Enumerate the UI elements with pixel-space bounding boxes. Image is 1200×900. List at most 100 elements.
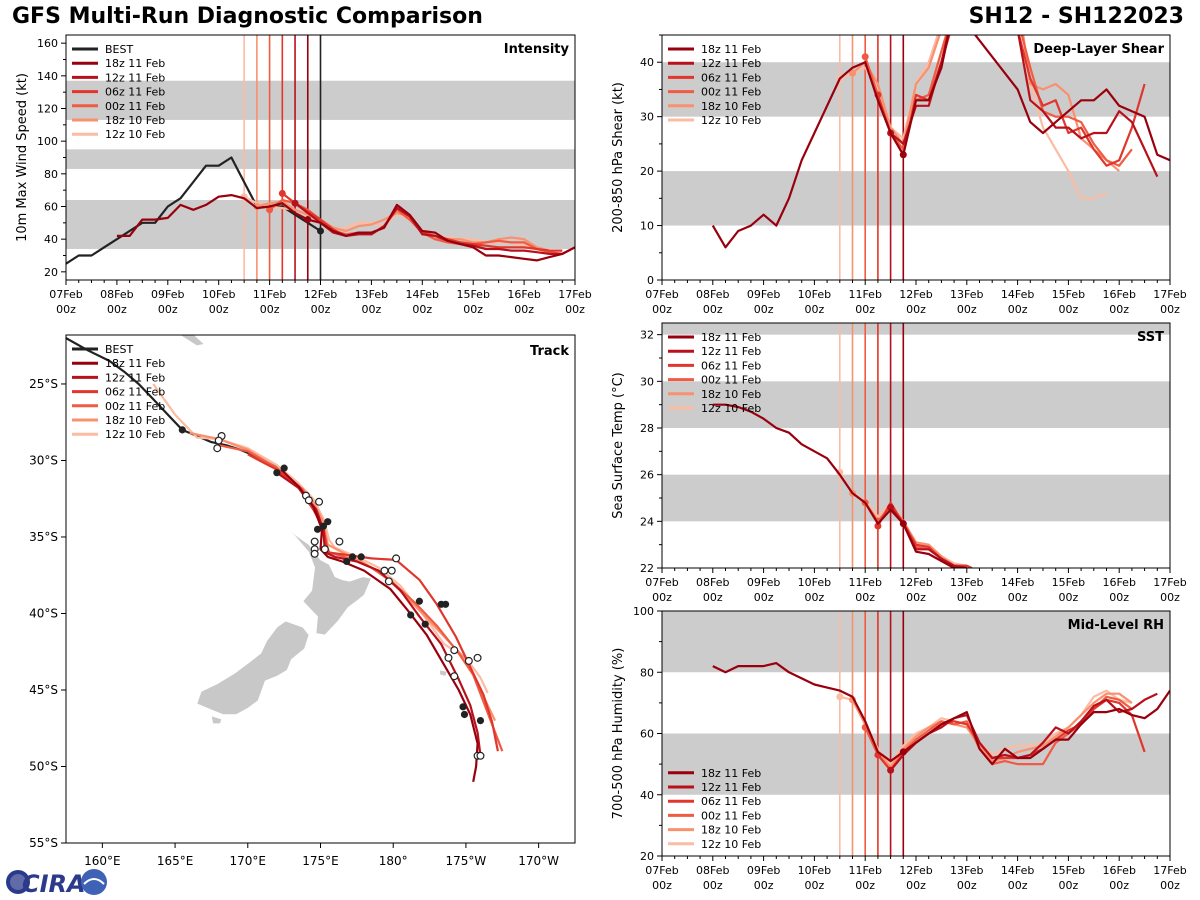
track-point-filled	[357, 553, 365, 561]
track-point-open	[380, 566, 389, 575]
shear-series-18z-11-feb	[711, 35, 1170, 249]
intensity-ytick-label: 100	[37, 135, 58, 148]
intensity-legend-label-18z-10-feb: 18z 10 Feb	[105, 114, 165, 127]
sst-xtick-label: 16Feb 00z	[1102, 576, 1135, 604]
rh-band-1	[662, 611, 1170, 673]
track-point-open	[214, 436, 223, 445]
rh-xtick-label: 11Feb 00z	[848, 864, 881, 892]
track-ytick-label: 30°S	[29, 453, 58, 467]
track-point-open	[304, 496, 313, 505]
track-point-open	[392, 554, 401, 563]
sst-ytick-label: 24	[640, 515, 654, 528]
track-xtick-label: 175°E	[302, 854, 339, 868]
track-point-filled	[459, 703, 467, 711]
sst-legend-label-06z-11-feb: 06z 11 Feb	[701, 359, 761, 372]
sst-legend-label-18z-10-feb: 18z 10 Feb	[701, 388, 761, 401]
track-point-filled	[273, 469, 281, 477]
shear-ytick-label: 0	[647, 274, 654, 287]
track-point-open	[335, 537, 344, 546]
intensity-xtick-label: 13Feb 00z	[355, 288, 388, 316]
sst-band-0	[662, 474, 1170, 522]
sst-legend-label-18z-11-feb: 18z 11 Feb	[701, 331, 761, 344]
intensity-marker-06z-11-feb	[278, 189, 286, 197]
sst-legend-label-00z-11-feb: 00z 11 Feb	[701, 374, 761, 387]
sst-title: SST	[1137, 330, 1164, 345]
intensity-legend-label-12z-11-feb: 12z 11 Feb	[105, 71, 165, 84]
sst-xtick-label: 17Feb 00z	[1153, 576, 1186, 604]
track-point-open	[450, 646, 459, 655]
sst-xtick-label: 15Feb 00z	[1052, 576, 1085, 604]
sst-ytick-label: 26	[640, 469, 654, 482]
rh-series-12z-11-feb	[889, 692, 1158, 771]
track-ytick-label: 40°S	[29, 606, 58, 620]
shear-xtick-label: 07Feb 00z	[645, 288, 678, 316]
sst-ytick-label: 28	[640, 422, 654, 435]
sst-xtick-label: 09Feb 00z	[747, 576, 780, 604]
panel-track: 160°E 165°E 170°E 175°E 180° 175°W 170°W 25°S 30…	[29, 334, 576, 868]
track-point-filled	[441, 600, 450, 608]
shear-xtick-label: 14Feb 00z	[1001, 288, 1034, 316]
rh-legend-label-18z-10-feb: 18z 10 Feb	[701, 824, 761, 837]
intensity-marker-best	[317, 227, 324, 235]
intensity-xtick-label: 15Feb 00z	[456, 288, 489, 316]
intensity-ytick-label: 20	[44, 266, 58, 279]
land-stewart-island	[211, 715, 222, 725]
sst-plot-area	[662, 323, 1170, 568]
track-point-open	[213, 444, 222, 453]
track-point-open	[464, 656, 473, 665]
shear-xtick-label: 16Feb 00z	[1102, 288, 1135, 316]
track-point-filled	[343, 557, 351, 566]
rh-xtick-label: 17Feb 00z	[1153, 864, 1186, 892]
intensity-xtick-label: 16Feb 00z	[507, 288, 540, 316]
sst-legend-label-12z-11-feb: 12z 11 Feb	[701, 345, 761, 358]
cira-logo: CIRA	[6, 869, 107, 898]
intensity-legend-label-12z-10-feb: 12z 10 Feb	[105, 128, 165, 141]
intensity-xtick-label: 12Feb 00z	[304, 288, 337, 316]
shear-xtick-label: 09Feb 00z	[747, 288, 780, 316]
intensity-xtick-label: 17Feb 00z	[558, 288, 591, 316]
intensity-ytick-label: 140	[37, 70, 58, 83]
track-point-filled	[421, 620, 429, 628]
sst-marker-06z-11-feb	[874, 522, 882, 530]
rh-legend-label-18z-11-feb: 18z 11 Feb	[701, 767, 761, 780]
track-title: Track	[530, 344, 569, 359]
storm-id: SH12 - SH122023	[968, 4, 1184, 29]
intensity-xtick-label: 11Feb 00z	[253, 288, 286, 316]
sst-band-2	[662, 323, 1170, 335]
track-point-filled	[348, 553, 357, 561]
track-legend-label-12z-11-feb: 12z 11 Feb	[105, 371, 165, 384]
track-point-filled	[319, 522, 328, 530]
sst-xtick-label: 07Feb 00z	[645, 576, 678, 604]
shear-xtick-label: 08Feb 00z	[696, 288, 729, 316]
intensity-series-18z-11-feb	[116, 194, 575, 262]
track-legend-label-00z-11-feb: 00z 11 Feb	[105, 400, 165, 413]
intensity-xtick-label: 09Feb 00z	[151, 288, 184, 316]
rh-xtick-label: 16Feb 00z	[1102, 864, 1135, 892]
sst-series-06z-11-feb	[876, 501, 973, 568]
intensity-legend-label-06z-11-feb: 06z 11 Feb	[105, 86, 165, 99]
sst-ytick-label: 22	[640, 562, 654, 575]
rh-xtick-label: 10Feb 00z	[798, 864, 831, 892]
track-ytick-label: 45°S	[29, 683, 58, 697]
track-point-open	[473, 653, 482, 662]
rh-title: Mid-Level RH	[1068, 618, 1164, 633]
globe-icon	[6, 870, 30, 894]
shear-legend-label-18z-11-feb: 18z 11 Feb	[701, 43, 761, 56]
rh-legend-label-00z-11-feb: 00z 11 Feb	[701, 809, 761, 822]
track-series-12z-11-feb	[276, 471, 482, 756]
rh-series-18z-11-feb	[712, 661, 1170, 766]
sst-legend-label-12z-10-feb: 12z 10 Feb	[701, 402, 761, 415]
shear-ytick-label: 30	[640, 111, 654, 124]
rh-xtick-label: 14Feb 00z	[1001, 864, 1034, 892]
sst-ytick-label: 30	[640, 375, 654, 388]
rh-ytick-label: 40	[640, 789, 654, 802]
sst-marker-12z-11-feb	[887, 503, 895, 511]
land-chatham-islands	[439, 669, 448, 677]
shear-marker-18z-10-feb	[849, 69, 856, 77]
sst-series-18z-11-feb	[712, 403, 967, 568]
rh-legend-label-12z-10-feb: 12z 10 Feb	[701, 838, 761, 851]
track-legend-label-18z-11-feb: 18z 11 Feb	[105, 357, 165, 370]
